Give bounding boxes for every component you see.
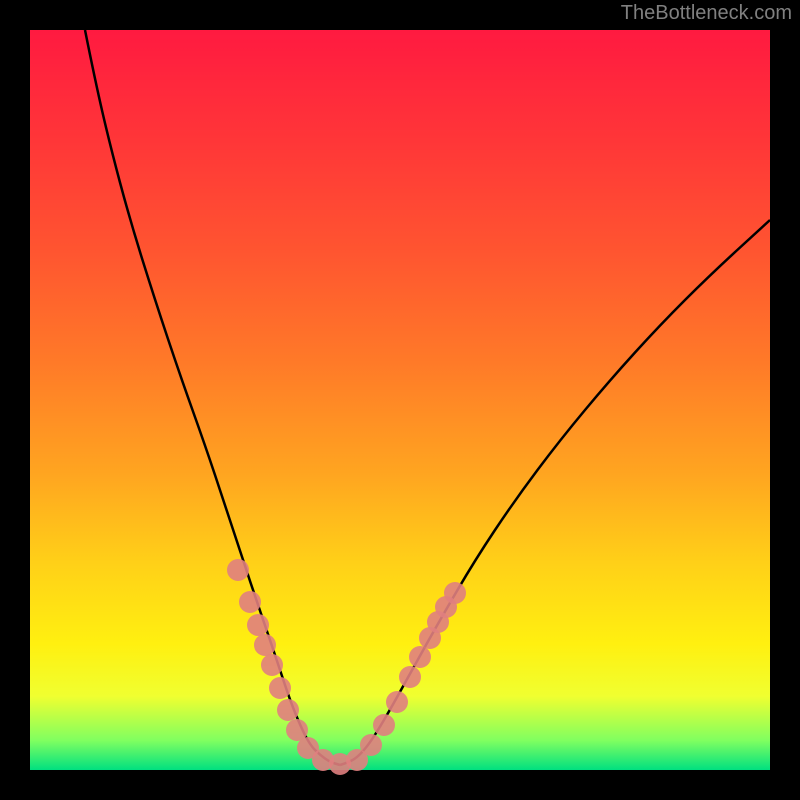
curve-left	[85, 30, 340, 765]
data-dot	[269, 677, 291, 699]
chart-svg	[0, 0, 800, 800]
data-dot	[239, 591, 261, 613]
data-dot	[360, 734, 382, 756]
data-dot	[277, 699, 299, 721]
data-dot	[227, 559, 249, 581]
data-dot	[261, 654, 283, 676]
data-dot	[444, 582, 466, 604]
data-dot	[399, 666, 421, 688]
data-dot	[373, 714, 395, 736]
data-dot	[247, 614, 269, 636]
data-dot	[386, 691, 408, 713]
data-dot	[409, 646, 431, 668]
data-dot	[254, 634, 276, 656]
chart-container: TheBottleneck.com	[0, 0, 800, 800]
watermark-text: TheBottleneck.com	[621, 2, 792, 25]
dot-group	[227, 559, 466, 775]
